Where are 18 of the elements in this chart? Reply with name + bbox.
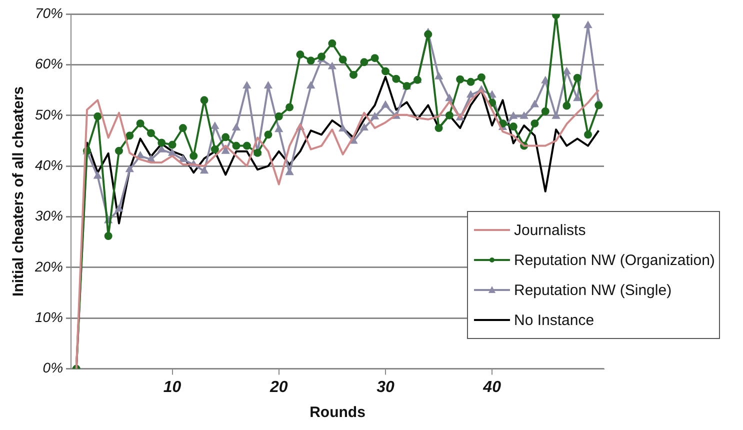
y-tick-label: 20% [34, 258, 64, 274]
y-axis-title: Initial cheaters of all cheaters [10, 86, 28, 296]
x-axis-title: Rounds [310, 404, 366, 422]
x-tick-label: 40 [482, 378, 502, 396]
y-tick-label: 40% [34, 156, 64, 173]
x-tick-label: 20 [268, 378, 288, 396]
legend-label: Journalists [514, 222, 586, 238]
legend-label: Reputation NW (Organization) [514, 252, 715, 268]
x-tick-label: 10 [163, 378, 182, 396]
y-tick-label: 60% [34, 56, 64, 72]
y-tick-label: 10% [34, 309, 64, 326]
legend-label: Reputation NW (Single) [514, 282, 672, 298]
x-tick-label: 30 [376, 378, 394, 396]
y-tick-label: 70% [34, 4, 64, 21]
y-tick-label: 0% [42, 360, 64, 376]
legend-label: No Instance [514, 312, 594, 328]
y-tick-label: 50% [34, 106, 64, 122]
y-tick-label: 30% [34, 208, 64, 224]
